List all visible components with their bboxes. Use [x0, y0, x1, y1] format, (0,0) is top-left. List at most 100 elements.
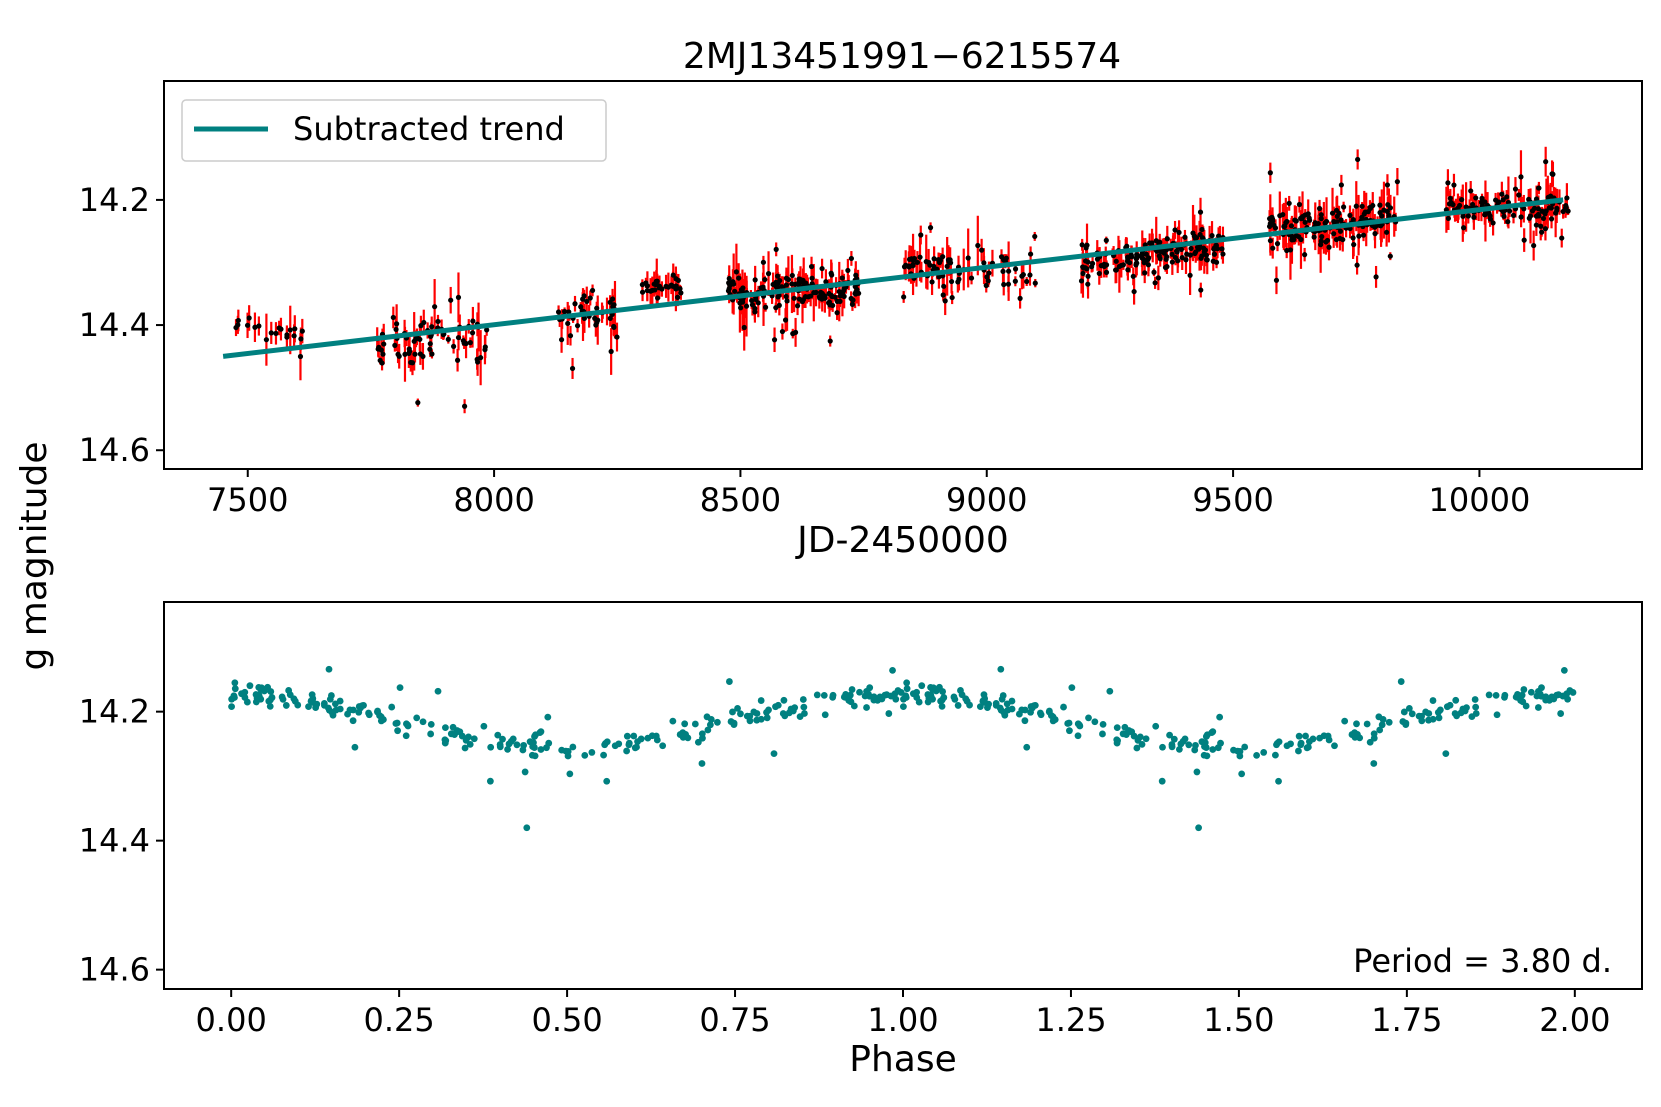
data-point: [968, 275, 975, 281]
light-curve-x-ticks: 7500 8000 8500 9000 9500 10000: [207, 469, 1530, 519]
phased-point: [1341, 717, 1349, 725]
data-point: [1331, 218, 1337, 225]
legend: Subtracted trend: [181, 99, 607, 162]
phased-point: [1517, 696, 1525, 704]
data-point: [587, 295, 593, 301]
data-point: [1085, 273, 1091, 279]
phased-point: [465, 733, 472, 741]
phased-point: [936, 683, 943, 691]
phased-point: [419, 718, 427, 726]
data-point: [755, 300, 761, 306]
phased-point: [1385, 718, 1393, 726]
data-point: [611, 302, 617, 308]
data-point: [675, 277, 681, 283]
data-point: [1302, 219, 1308, 225]
data-point: [561, 308, 568, 315]
data-point: [1469, 201, 1476, 208]
phased-point: [346, 706, 354, 714]
data-point: [1118, 262, 1124, 269]
data-point: [460, 338, 466, 344]
data-point: [1101, 261, 1107, 267]
data-point: [826, 299, 833, 305]
phased-point: [1138, 740, 1146, 748]
phased-point: [1136, 733, 1144, 741]
data-point: [417, 336, 423, 342]
data-point: [827, 338, 833, 344]
light-curve-x-label: JD-2450000: [795, 520, 1009, 561]
data-point: [931, 263, 937, 269]
data-point: [1146, 255, 1152, 261]
data-point: [1024, 278, 1030, 285]
phased-point: [1074, 732, 1082, 740]
data-point: [834, 310, 840, 316]
data-point: [743, 303, 750, 309]
data-point: [1465, 213, 1471, 219]
phased-point: [1557, 710, 1565, 717]
data-point: [1526, 215, 1532, 221]
phased-point: [1185, 741, 1193, 749]
data-point: [979, 247, 985, 253]
data-point: [427, 346, 433, 352]
phased-point: [1303, 744, 1311, 752]
phased-point: [669, 717, 677, 725]
data-point: [1446, 201, 1453, 207]
data-point: [956, 276, 962, 282]
data-point: [674, 294, 681, 300]
phased-point: [924, 691, 932, 698]
data-point: [775, 273, 781, 279]
phased-point: [887, 692, 895, 700]
data-point: [782, 317, 789, 323]
data-point: [1486, 211, 1492, 217]
data-point: [594, 305, 600, 311]
data-point: [246, 315, 252, 321]
y-tick-label: 14.4: [79, 306, 150, 344]
phased-point: [537, 746, 545, 753]
data-point: [854, 287, 860, 293]
data-point: [941, 283, 947, 289]
data-point: [784, 298, 790, 304]
data-point: [1354, 262, 1360, 268]
data-point: [608, 348, 614, 355]
data-point: [412, 351, 418, 357]
data-point: [1169, 251, 1175, 257]
data-point: [1531, 205, 1538, 211]
phased-point: [1216, 713, 1224, 721]
data-point: [760, 259, 767, 265]
phased-point: [258, 684, 266, 692]
phased-point: [1099, 720, 1107, 728]
phased-point: [521, 768, 529, 776]
phased-point: [1091, 718, 1099, 726]
phased-point: [1021, 717, 1029, 725]
data-point: [853, 272, 859, 278]
phased-point: [327, 692, 335, 699]
data-point: [1504, 194, 1510, 200]
phased-point: [1351, 729, 1358, 737]
data-point: [1089, 260, 1096, 267]
data-point: [1124, 243, 1130, 249]
data-point: [789, 272, 795, 279]
data-point: [1535, 206, 1542, 212]
data-point: [1459, 197, 1465, 203]
data-point: [1542, 226, 1549, 232]
data-point: [1518, 214, 1524, 220]
phased-point: [730, 721, 738, 728]
data-point: [1351, 241, 1357, 248]
data-point: [1326, 244, 1332, 250]
phased-point: [1202, 744, 1210, 751]
phased-point: [981, 695, 989, 702]
data-point: [1164, 254, 1170, 260]
data-point: [1155, 275, 1161, 281]
phased-point: [1074, 720, 1082, 728]
phased-point: [1397, 678, 1405, 685]
data-point: [566, 309, 572, 315]
data-point: [482, 344, 488, 350]
phased-point: [1534, 704, 1542, 711]
phased-point: [1018, 706, 1026, 714]
phased-point: [918, 682, 926, 690]
phased-point: [903, 679, 911, 687]
data-point: [1287, 247, 1294, 253]
data-point: [390, 314, 396, 321]
data-point: [418, 323, 424, 329]
data-point: [1501, 213, 1507, 219]
data-point: [284, 332, 290, 338]
